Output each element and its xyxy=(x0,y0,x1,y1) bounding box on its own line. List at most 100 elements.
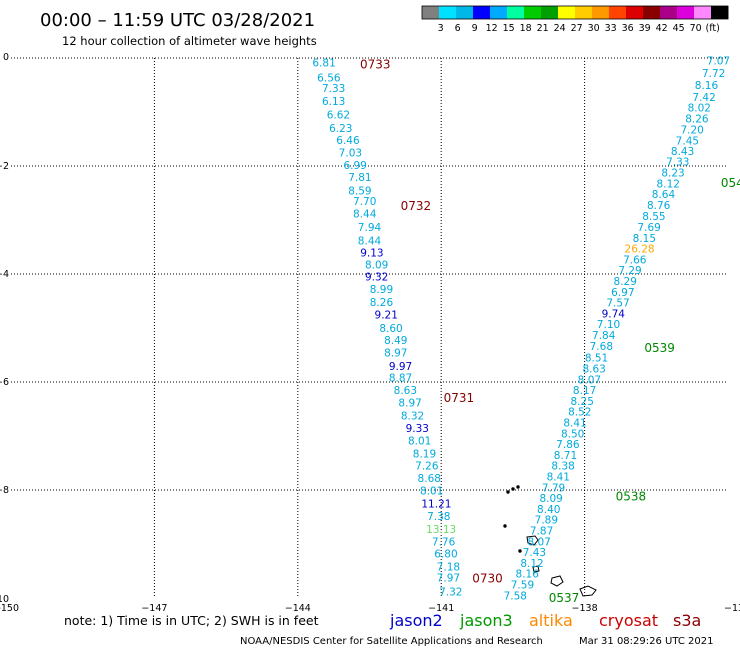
wave-height-label: 8.64 xyxy=(652,189,676,201)
wave-height-label: 13.13 xyxy=(426,524,456,536)
wave-height-label: 8.76 xyxy=(647,200,671,212)
y-tick-label: −8 xyxy=(0,485,9,496)
colorbar-label: 24 xyxy=(554,23,566,34)
wave-height-label: 6.46 xyxy=(336,135,360,147)
colorbar-swatch xyxy=(660,6,678,19)
wave-height-label: 7.69 xyxy=(637,222,660,234)
wave-height-label: 8.12 xyxy=(657,178,680,190)
wave-height-label: 8.60 xyxy=(379,323,402,335)
wave-height-label: 8.51 xyxy=(585,353,608,365)
wave-height-label: 7.18 xyxy=(437,562,460,574)
island-dot xyxy=(506,490,510,494)
x-tick-label: −144 xyxy=(285,603,311,614)
wave-height-label: 8.29 xyxy=(614,276,637,288)
colorbar-swatch xyxy=(643,6,661,19)
x-tick-label: −141 xyxy=(428,603,454,614)
wave-height-label: 7.45 xyxy=(676,136,699,148)
x-tick-label: −147 xyxy=(141,603,167,614)
colorbar-swatch xyxy=(711,6,729,19)
colorbar-swatch xyxy=(524,6,542,19)
colorbar-swatch xyxy=(575,6,593,19)
wave-height-label: 7.76 xyxy=(432,536,456,548)
y-tick-label: −4 xyxy=(0,269,9,280)
colorbar-swatch xyxy=(609,6,627,19)
island-dot xyxy=(511,487,515,491)
wave-height-label: 9.97 xyxy=(389,361,412,373)
wave-height-label: 8.12 xyxy=(520,558,543,570)
wave-height-label: 8.07 xyxy=(578,374,601,386)
wave-height-label: 7.26 xyxy=(415,461,439,473)
wave-height-label: 8.63 xyxy=(394,385,417,397)
wave-height-label: 8.09 xyxy=(539,493,562,505)
island-outline xyxy=(579,585,597,597)
colorbar-label: 21 xyxy=(537,23,549,34)
wave-height-label: 8.16 xyxy=(516,569,540,581)
colorbar-swatch xyxy=(677,6,695,19)
wave-height-label: 7.57 xyxy=(606,298,629,310)
wave-height-label: 7.94 xyxy=(358,222,382,234)
wave-height-label: 7.81 xyxy=(348,172,371,184)
wave-height-label: 7.70 xyxy=(353,196,376,208)
wave-height-label: 7.86 xyxy=(556,439,580,451)
y-tick-label: −6 xyxy=(0,377,9,388)
pass-time-label: 0731 xyxy=(444,391,475,405)
colorbar-swatch xyxy=(694,6,712,19)
plot-axes: 0 −2 −4 −6 −8 −10-150 −147 −144 −141 −138 −13 xyxy=(0,52,740,614)
track: 7.077.728.167.428.028.267.207.458.437.33… xyxy=(504,56,740,605)
y-tick-label: −10 xyxy=(0,594,9,605)
colorbar-label: 45 xyxy=(673,23,685,34)
island-outline xyxy=(526,535,539,546)
pass-time-label: 0537 xyxy=(549,591,580,605)
wave-height-label: 8.44 xyxy=(358,236,382,248)
colorbar-label: 70 xyxy=(690,23,702,34)
source-credit: NOAA/NESDIS Center for Satellite Applica… xyxy=(240,636,543,647)
wave-height-colorbar: 3 6 9 12 15 18 21 24 27 30 33 36 39 42 45 70 (ft) xyxy=(421,5,729,34)
x-tick-label: −138 xyxy=(572,603,598,614)
chart-title: 00:00 – 11:59 UTC 03/28/2021 xyxy=(40,10,315,31)
wave-height-label: 8.16 xyxy=(695,80,719,92)
colorbar-swatch xyxy=(422,6,440,19)
wave-height-label: 6.80 xyxy=(434,549,457,561)
wave-height-label: 7.33 xyxy=(666,157,689,169)
wave-height-label: 8.97 xyxy=(398,398,421,410)
wave-height-label: 9.21 xyxy=(375,310,398,322)
wave-height-label: 8.01 xyxy=(420,486,443,498)
wave-height-label: 26.28 xyxy=(625,244,655,256)
colorbar-swatch xyxy=(626,6,644,19)
wave-height-label: 8.59 xyxy=(348,185,371,197)
wave-height-label: 6.81 xyxy=(312,57,335,69)
x-tick-label: -150 xyxy=(0,603,19,614)
island-outline xyxy=(532,565,540,573)
wave-height-label: 7.03 xyxy=(339,148,362,160)
track: 6.81 6.567.336.13 6.626.236.467.036.997.81… xyxy=(312,57,502,598)
pass-time-label: 0730 xyxy=(472,571,503,585)
colorbar-label: 39 xyxy=(639,23,651,34)
wave-height-label: 7.32 xyxy=(439,587,462,599)
chart-subtitle: 12 hour collection of altimeter wave hei… xyxy=(62,34,317,48)
pass-time-label: 0539 xyxy=(644,341,675,355)
island-outline xyxy=(550,575,564,587)
wave-height-label: 8.26 xyxy=(370,297,394,309)
wave-height-label: 8.07 xyxy=(527,536,550,548)
wave-height-label: 8.23 xyxy=(661,167,684,179)
wave-height-label: 8.40 xyxy=(537,504,560,516)
island-outlines xyxy=(503,485,597,597)
colorbar-swatch xyxy=(473,6,491,19)
wave-height-label: 7.79 xyxy=(542,482,565,494)
wave-height-label: 7.10 xyxy=(597,319,620,331)
y-tick-label: −2 xyxy=(0,161,9,172)
legend-cryosat: cryosat xyxy=(599,611,658,630)
wave-height-label: 7.58 xyxy=(504,590,527,602)
pass-time-label: 054 xyxy=(721,176,740,190)
wave-height-label: 7.89 xyxy=(535,515,558,527)
wave-height-label: 6.99 xyxy=(343,160,366,172)
colorbar-label: 15 xyxy=(503,23,515,34)
wave-height-label: 8.49 xyxy=(384,335,407,347)
wave-height-label: 9.74 xyxy=(602,308,626,320)
wave-height-label: 8.01 xyxy=(408,435,431,447)
wave-height-label: 8.15 xyxy=(633,233,656,245)
colorbar-swatch xyxy=(490,6,508,19)
wave-height-label: 7.66 xyxy=(623,254,647,266)
pass-time-label: 0733 xyxy=(360,57,391,71)
